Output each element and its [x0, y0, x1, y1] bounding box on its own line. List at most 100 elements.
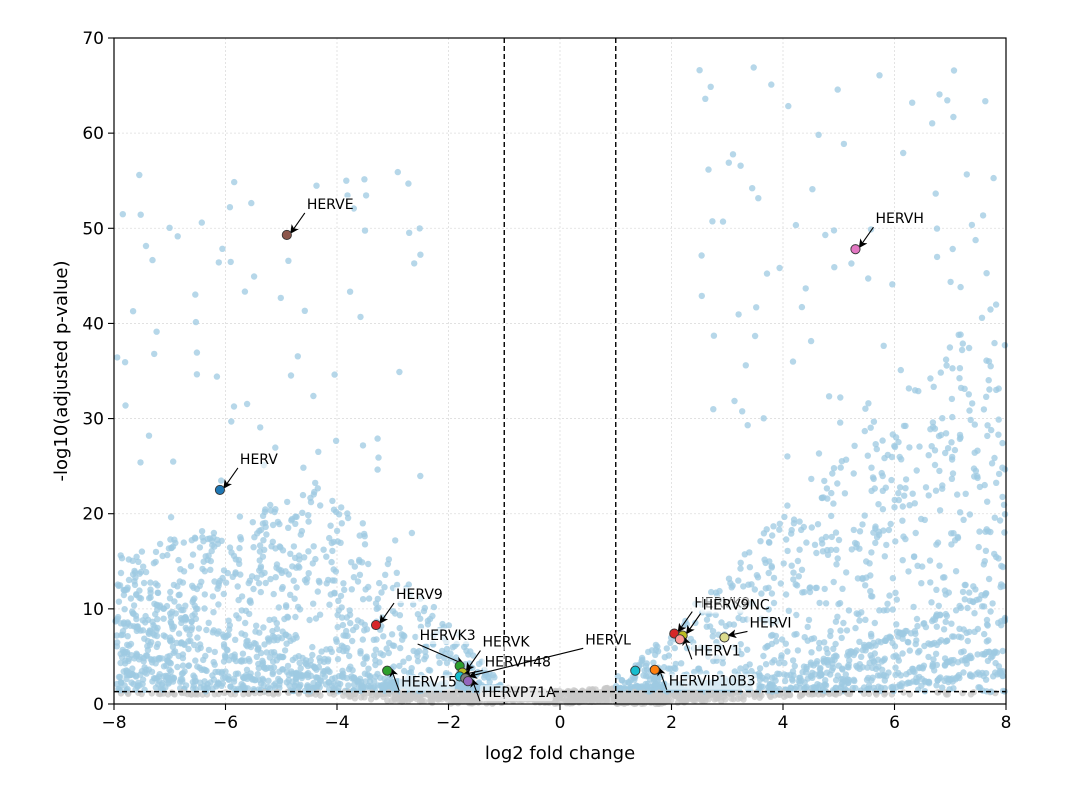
data-point [125, 556, 132, 563]
data-point [818, 494, 826, 502]
data-point [816, 599, 823, 607]
data-point [192, 318, 200, 326]
data-point [337, 592, 345, 600]
data-point [930, 383, 937, 390]
gene-label: HERVK [482, 635, 530, 651]
data-point [415, 648, 423, 655]
data-point [141, 635, 148, 642]
data-point [784, 547, 791, 555]
data-point [760, 415, 767, 422]
data-point [302, 657, 310, 664]
data-point [900, 149, 907, 157]
data-point [810, 635, 818, 642]
data-point [177, 566, 184, 573]
data-point [303, 671, 310, 678]
data-point [918, 675, 926, 683]
data-point [271, 616, 278, 623]
data-point [159, 552, 166, 560]
data-point [165, 679, 172, 686]
data-point [117, 620, 125, 627]
data-point [175, 603, 182, 610]
data-point [467, 696, 474, 703]
data-point [321, 655, 328, 663]
data-point [290, 577, 297, 584]
data-point [692, 619, 699, 627]
data-point [160, 615, 167, 622]
data-point [361, 541, 369, 548]
data-point [443, 659, 451, 667]
data-point [285, 671, 292, 678]
label-background [700, 597, 765, 614]
data-point [167, 638, 174, 645]
data-point [292, 679, 300, 686]
data-point [136, 570, 143, 577]
data-point [620, 685, 628, 692]
data-point [173, 639, 180, 647]
gene-label: HERVIP10B3 [669, 674, 756, 690]
data-point [702, 95, 709, 103]
data-point [930, 656, 937, 663]
data-point [821, 477, 828, 485]
data-point [851, 539, 859, 547]
data-point [914, 649, 922, 656]
data-point [716, 691, 723, 698]
data-point [275, 675, 282, 683]
data-point [941, 662, 949, 669]
data-point [654, 643, 661, 650]
data-point [292, 513, 299, 520]
data-point [316, 611, 324, 618]
data-point [465, 689, 473, 696]
data-point [387, 683, 395, 690]
data-point [905, 385, 913, 392]
data-point [138, 548, 146, 555]
data-point [260, 624, 267, 631]
data-point [793, 582, 801, 589]
data-point [275, 604, 282, 611]
data-point [231, 178, 238, 186]
data-point [638, 660, 645, 668]
data-point [840, 619, 847, 627]
gene-label: HERV9 [396, 587, 443, 603]
data-point [868, 487, 875, 495]
data-point [467, 648, 474, 655]
data-point [793, 630, 800, 638]
data-point [763, 270, 771, 277]
data-point [196, 582, 203, 589]
data-point [678, 660, 685, 667]
data-point [853, 647, 860, 654]
data-point [838, 634, 845, 642]
data-point [913, 675, 920, 682]
data-point [420, 607, 428, 615]
data-point [944, 691, 951, 698]
data-point [264, 635, 272, 642]
data-point [344, 514, 352, 522]
label-background [480, 634, 528, 651]
data-point [143, 652, 151, 659]
data-point [877, 639, 885, 646]
data-point [765, 569, 772, 577]
data-point [310, 392, 317, 400]
data-point [273, 561, 281, 568]
data-point [241, 288, 249, 295]
data-point [995, 385, 1002, 392]
data-point [132, 612, 140, 619]
data-point [803, 539, 810, 546]
annotation-arrow [677, 611, 693, 633]
data-point [209, 685, 216, 692]
data-point [762, 661, 770, 668]
x-tick-label: 6 [889, 713, 900, 733]
data-point [746, 564, 754, 571]
data-point [232, 569, 239, 576]
data-point [992, 301, 1000, 308]
data-point [905, 568, 912, 575]
data-point [405, 654, 412, 662]
y-tick-label: 20 [82, 505, 104, 525]
data-point [230, 403, 238, 410]
data-point [770, 599, 778, 607]
data-point [879, 666, 886, 673]
data-point [144, 646, 152, 654]
data-point [902, 476, 910, 483]
data-point [198, 528, 206, 535]
data-point [205, 646, 213, 654]
